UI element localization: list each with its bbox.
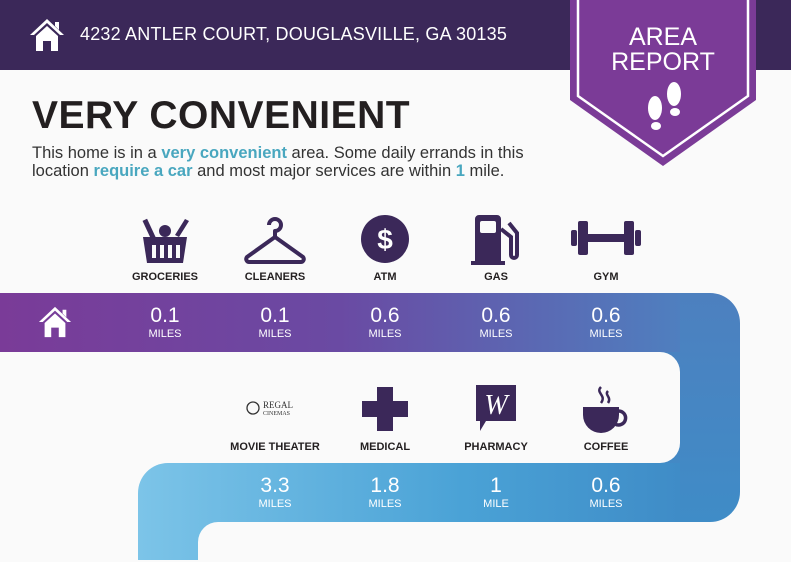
distance-movie-theater: 3.3 MILES xyxy=(258,474,292,511)
house-icon xyxy=(38,306,72,338)
distance-medical: 1.8 MILES xyxy=(368,474,402,511)
badge-line1: AREA xyxy=(628,23,698,51)
area-report-badge xyxy=(570,0,756,166)
label-movie-theater: MOVIE THEATER xyxy=(230,441,320,453)
svg-text:REGAL: REGAL xyxy=(263,400,293,410)
distance-gym: 0.6 MILES xyxy=(589,304,623,341)
distance-coffee: 0.6 MILES xyxy=(589,474,623,511)
label-cleaners: CLEANERS xyxy=(244,271,306,283)
description: This home is in a very convenient area. … xyxy=(32,144,524,180)
label-groceries: GROCERIES xyxy=(131,271,198,283)
house-icon xyxy=(30,19,64,51)
svg-text:$: $ xyxy=(377,224,393,255)
label-atm: ATM xyxy=(373,271,397,283)
svg-text:CINEMAS: CINEMAS xyxy=(263,411,290,417)
row1-band xyxy=(0,293,680,352)
grocery-basket-icon xyxy=(110,215,220,265)
walgreens-logo: W xyxy=(441,383,551,433)
medical-cross-icon xyxy=(330,385,440,433)
label-coffee: COFFEE xyxy=(583,441,629,453)
distance-groceries: 0.1 MILES xyxy=(148,304,182,341)
label-gas: GAS xyxy=(484,271,508,283)
label-pharmacy: PHARMACY xyxy=(464,441,528,453)
distance-cleaners: 0.1 MILES xyxy=(258,304,292,341)
page-title: VERY CONVENIENT xyxy=(32,94,411,137)
dumbbell-icon xyxy=(551,218,661,258)
distance-gas: 0.6 MILES xyxy=(479,304,513,341)
hanger-icon xyxy=(220,215,330,265)
svg-text:W: W xyxy=(484,390,510,421)
coffee-cup-icon xyxy=(551,385,661,433)
distance-pharmacy: 1 MILE xyxy=(483,474,509,511)
footprints-icon xyxy=(648,82,681,130)
pipe-inner-white xyxy=(0,352,680,463)
gas-pump-icon xyxy=(441,215,551,265)
badge-line2: REPORT xyxy=(611,48,715,76)
pipe-inner-white-bottom xyxy=(198,522,791,562)
address: 4232 ANTLER COURT, DOUGLASVILLE, GA 3013… xyxy=(80,24,508,44)
distance-atm: 0.6 MILES xyxy=(368,304,402,341)
label-gym: GYM xyxy=(593,271,619,283)
regal-cinemas-logo: REGAL CINEMAS xyxy=(220,398,330,418)
label-medical: MEDICAL xyxy=(359,441,411,453)
dollar-icon: $ xyxy=(330,214,440,264)
